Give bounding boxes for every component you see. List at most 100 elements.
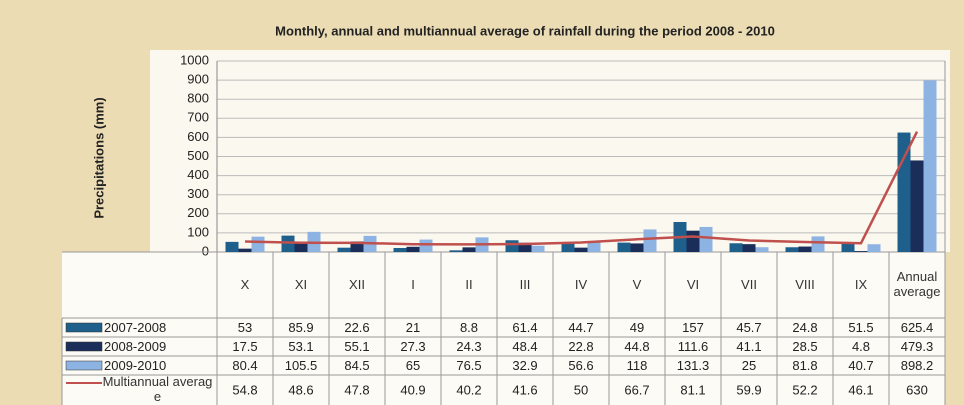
x-tick-label-box: I bbox=[411, 276, 415, 292]
bar bbox=[617, 242, 631, 252]
x-tick-label-box: IX bbox=[854, 276, 868, 292]
bar bbox=[462, 247, 476, 252]
x-tick-label-box: Annual average bbox=[894, 269, 941, 299]
y-tick-label: 800 bbox=[187, 91, 209, 106]
x-tick-label-box: XII bbox=[349, 276, 365, 292]
table-value: 51.5 bbox=[848, 320, 873, 335]
x-tick-label: III bbox=[519, 276, 531, 292]
bar bbox=[406, 246, 420, 252]
x-tick-label-box: VII bbox=[741, 276, 757, 292]
bar bbox=[393, 247, 407, 252]
table-value: 630 bbox=[906, 382, 928, 397]
table-value: 8.8 bbox=[460, 320, 478, 335]
legend-label: 2008-2009 bbox=[104, 339, 166, 354]
y-tick-label: 400 bbox=[187, 167, 209, 182]
bar bbox=[785, 247, 799, 252]
table-value: 65 bbox=[406, 358, 420, 373]
table-value: 48.4 bbox=[512, 339, 537, 354]
legend-label: 2007-2008 bbox=[104, 320, 166, 335]
bar bbox=[729, 243, 743, 252]
table-value: 45.7 bbox=[736, 320, 761, 335]
x-tick-label: IX bbox=[854, 276, 868, 292]
line bbox=[244, 131, 919, 246]
y-tick-label: 200 bbox=[187, 205, 209, 220]
x-tick-label: II bbox=[465, 276, 473, 292]
x-tick-label-box: V bbox=[632, 276, 642, 292]
x-tick-label: XII bbox=[349, 276, 365, 292]
bar bbox=[587, 241, 601, 252]
y-tick-label: 700 bbox=[187, 110, 209, 125]
table-value: 28.5 bbox=[792, 339, 817, 354]
legend-label: 2009-2010 bbox=[104, 358, 166, 373]
bar bbox=[225, 241, 239, 252]
table-value: 4.8 bbox=[852, 339, 870, 354]
table-value: 66.7 bbox=[624, 382, 649, 397]
table-value: 40.9 bbox=[400, 382, 425, 397]
table-value: 50 bbox=[574, 382, 588, 397]
table-value: 24.3 bbox=[456, 339, 481, 354]
x-tick-label: VII bbox=[741, 276, 757, 292]
table-value: 54.8 bbox=[232, 382, 257, 397]
x-tick-label-box: X bbox=[241, 277, 250, 292]
bar bbox=[643, 229, 657, 252]
bar bbox=[867, 244, 881, 252]
bar bbox=[337, 247, 351, 252]
x-tick-label-box: VI bbox=[686, 276, 700, 292]
x-tick-label: I bbox=[411, 276, 415, 292]
y-tick-label: 600 bbox=[187, 129, 209, 144]
table-value: 17.5 bbox=[232, 339, 257, 354]
y-tick-label: 100 bbox=[187, 224, 209, 239]
table-value: 59.9 bbox=[736, 382, 761, 397]
table-value: 40.7 bbox=[848, 358, 873, 373]
bar bbox=[755, 247, 769, 252]
table-value: 53 bbox=[238, 320, 252, 335]
bar bbox=[518, 242, 532, 252]
legend-label-box: Multiannual average bbox=[103, 375, 213, 404]
table-value: 61.4 bbox=[512, 320, 537, 335]
table-value: 25 bbox=[742, 358, 756, 373]
x-tick-label-box: IV bbox=[575, 277, 587, 292]
chart-background bbox=[150, 50, 950, 252]
x-tick-label-box: VIII bbox=[795, 276, 815, 292]
y-axis-label: Precipitations (mm) bbox=[91, 97, 106, 218]
bar bbox=[742, 244, 756, 252]
legend-swatch bbox=[65, 322, 103, 333]
table-value: 118 bbox=[627, 358, 648, 373]
y-tick-label: 0 bbox=[202, 243, 209, 258]
bar bbox=[531, 245, 545, 252]
table-value: 24.8 bbox=[792, 320, 817, 335]
table-value: 56.6 bbox=[568, 358, 593, 373]
bar bbox=[923, 80, 937, 252]
bar bbox=[449, 250, 463, 252]
table-value: 21 bbox=[406, 320, 420, 335]
table-value: 46.1 bbox=[848, 382, 873, 397]
y-tick-label: 500 bbox=[187, 148, 209, 163]
y-tick-label: 1000 bbox=[180, 52, 209, 67]
y-tick-label: 300 bbox=[187, 186, 209, 201]
bar bbox=[294, 241, 308, 252]
bar bbox=[561, 243, 575, 252]
x-tick-label: VI bbox=[686, 276, 700, 292]
bar bbox=[505, 240, 519, 252]
table-value: 81.8 bbox=[792, 358, 817, 373]
table-value: 44.7 bbox=[568, 320, 593, 335]
x-tick-label-box: III bbox=[519, 276, 531, 292]
table-background bbox=[62, 252, 945, 405]
x-tick-label: VIII bbox=[795, 276, 815, 292]
bar bbox=[350, 241, 364, 252]
bar bbox=[238, 248, 252, 252]
table-value: 22.8 bbox=[568, 339, 593, 354]
table-value: 27.3 bbox=[400, 339, 425, 354]
y-tick-label: 900 bbox=[187, 72, 209, 87]
table-value: 53.1 bbox=[288, 339, 313, 354]
table-value: 85.9 bbox=[288, 320, 313, 335]
table-value: 131.3 bbox=[677, 358, 710, 373]
table-value: 40.2 bbox=[456, 382, 481, 397]
bar bbox=[811, 236, 825, 252]
table-value: 105.5 bbox=[285, 358, 318, 373]
chart-title: Monthly, annual and multiannual average … bbox=[275, 23, 775, 38]
x-tick-label: V bbox=[632, 276, 642, 292]
table-value: 76.5 bbox=[456, 358, 481, 373]
table-value: 48.6 bbox=[288, 382, 313, 397]
